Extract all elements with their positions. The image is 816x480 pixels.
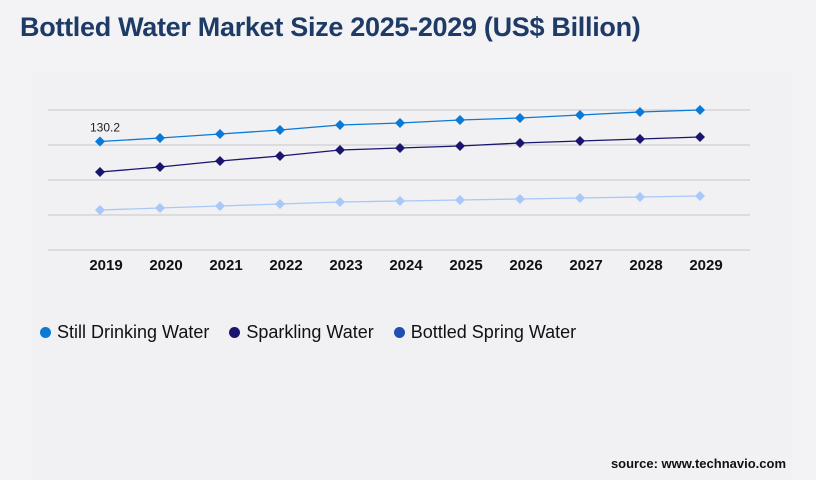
x-tick-label: 2027 <box>569 257 602 274</box>
x-tick-label: 2019 <box>89 257 122 274</box>
x-tick-label: 2025 <box>449 257 482 274</box>
x-tick-label: 2029 <box>689 257 722 274</box>
legend-item: Sparkling Water <box>229 322 374 343</box>
data-point <box>515 194 525 204</box>
x-tick-label: 2026 <box>509 257 542 274</box>
data-point <box>155 203 165 213</box>
legend-marker-icon <box>393 327 405 338</box>
data-point <box>215 201 225 211</box>
legend-label: Sparkling Water <box>246 322 374 342</box>
data-point <box>695 132 705 142</box>
legend-item: Still Drinking Water <box>40 322 209 343</box>
source-text: source: www.technavio.com <box>610 456 786 471</box>
legend-item: Bottled Spring Water <box>393 322 577 343</box>
data-point <box>635 107 645 117</box>
data-point <box>395 118 405 128</box>
data-point <box>95 205 105 215</box>
x-tick-label: 2020 <box>149 257 182 274</box>
data-point <box>575 110 585 120</box>
data-point <box>395 143 405 153</box>
data-label: 130.2 <box>90 121 120 135</box>
data-point <box>275 151 285 161</box>
data-point <box>695 105 705 115</box>
legend-label: Still Drinking Water <box>57 322 210 342</box>
data-point <box>95 167 105 177</box>
data-point <box>275 125 285 135</box>
x-tick-label: 2023 <box>329 257 362 274</box>
data-point <box>215 156 225 166</box>
data-point <box>695 191 705 201</box>
data-point <box>335 145 345 155</box>
data-point <box>515 138 525 148</box>
x-tick-label: 2021 <box>209 257 242 274</box>
data-point <box>95 136 105 147</box>
legend-label: Bottled Spring Water <box>410 322 577 342</box>
series-line <box>99 136 701 173</box>
data-point <box>215 129 225 139</box>
data-point <box>395 196 405 206</box>
data-point <box>575 136 585 146</box>
data-point <box>155 133 165 143</box>
data-point <box>275 199 285 209</box>
legend-marker-icon <box>40 327 51 338</box>
data-point <box>155 162 165 172</box>
data-point <box>635 192 645 202</box>
data-point <box>455 115 465 125</box>
legend: Still Drinking Water Sparkling Water Bottl… <box>40 322 576 343</box>
data-point <box>335 197 345 207</box>
x-tick-label: 2028 <box>629 257 662 274</box>
data-point <box>455 141 465 151</box>
data-point <box>515 113 525 123</box>
data-point <box>635 134 645 144</box>
chart-title: Bottled Water Market Size 2025-2029 (US$… <box>20 12 641 42</box>
data-point <box>575 193 585 203</box>
legend-marker-icon <box>229 327 241 338</box>
x-tick-label: 2022 <box>269 257 302 274</box>
data-point <box>335 120 345 130</box>
data-point <box>455 195 465 205</box>
x-tick-label: 2024 <box>389 257 423 274</box>
